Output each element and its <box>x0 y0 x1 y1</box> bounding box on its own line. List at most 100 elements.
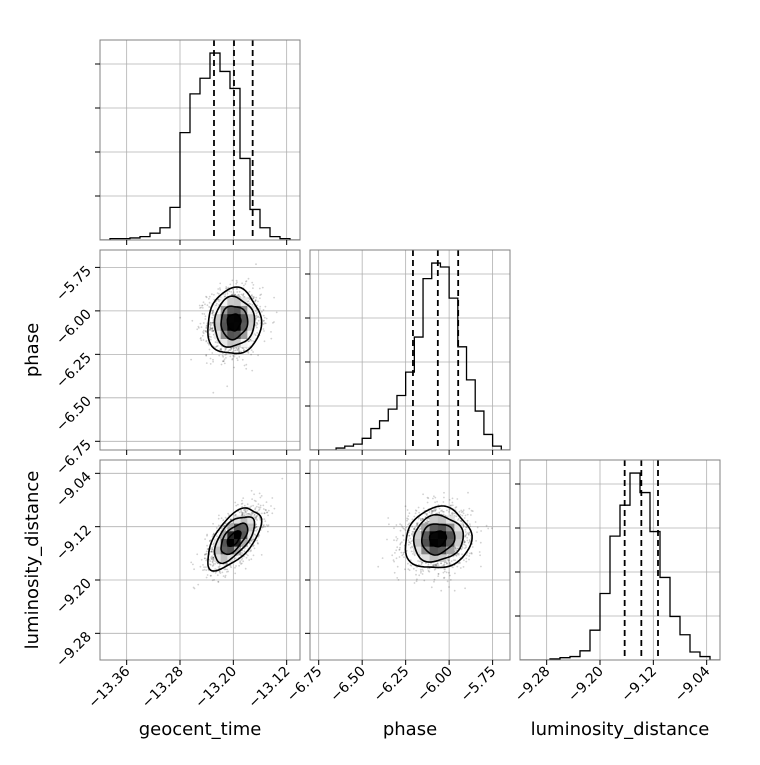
scatter-point <box>201 304 204 307</box>
contours <box>404 505 473 569</box>
scatter-point <box>202 332 205 335</box>
scatter-point <box>215 527 218 529</box>
scatter-point <box>210 551 212 553</box>
scatter-point <box>249 339 252 341</box>
scatter-point <box>253 499 256 502</box>
scatter-point <box>200 558 203 561</box>
scatter-point <box>217 298 220 301</box>
scatter-point <box>209 539 212 542</box>
scatter-point <box>410 564 413 567</box>
scatter-point <box>447 554 450 557</box>
density-cell <box>227 546 235 555</box>
scatter-point <box>465 526 468 528</box>
scatter-point <box>242 560 245 563</box>
scatter-point <box>263 340 266 343</box>
scatter-point <box>220 348 223 351</box>
density-cell <box>437 515 447 524</box>
scatter-point <box>446 562 448 565</box>
scatter-point <box>221 527 224 530</box>
scatter-point <box>416 525 419 527</box>
density-cell <box>214 330 221 339</box>
scatter-point <box>205 329 208 332</box>
scatter-point <box>455 506 458 508</box>
scatter-point <box>420 561 423 564</box>
scatter-point <box>254 507 257 510</box>
scatter-point <box>253 296 256 299</box>
scatter-point <box>201 334 204 337</box>
scatter-point <box>257 315 260 318</box>
scatter-point <box>463 541 465 544</box>
scatter-point <box>205 340 208 343</box>
scatter-point <box>461 546 464 549</box>
scatter-point <box>256 519 258 521</box>
scatter-point <box>244 511 247 514</box>
density-cell <box>421 531 430 539</box>
scatter-point <box>470 552 473 555</box>
scatter-point <box>231 358 234 361</box>
scatter-point <box>441 510 444 513</box>
density-cell <box>227 297 235 306</box>
scatter-point <box>487 527 490 530</box>
scatter-point <box>255 324 257 327</box>
scatter-point <box>398 549 401 551</box>
scatter-point <box>231 293 234 296</box>
scatter-point <box>257 316 259 318</box>
scatter-point <box>205 327 208 330</box>
x-tick-label: −13.20 <box>192 664 240 712</box>
scatter-point <box>272 322 274 324</box>
scatter-point <box>399 529 402 532</box>
scatter-point <box>196 328 199 331</box>
scatter-point <box>433 578 436 581</box>
scatter-point <box>431 510 434 512</box>
contour-line-1 <box>226 313 242 332</box>
scatter-point <box>452 559 455 561</box>
scatter-point <box>416 523 419 526</box>
scatter-point <box>393 560 395 563</box>
scatter-point <box>402 551 405 554</box>
y-tick-label: −9.04 <box>53 469 95 511</box>
scatter-point <box>245 513 248 515</box>
scatter-point <box>210 327 212 330</box>
scatter-point <box>249 542 252 545</box>
density-cell <box>247 531 255 539</box>
scatter-point <box>430 509 433 512</box>
scatter-point <box>437 573 440 575</box>
scatter-point <box>414 512 417 515</box>
scatter-point <box>211 560 214 563</box>
scatter-point <box>244 567 247 570</box>
scatter-point <box>256 326 258 329</box>
scatter-point <box>250 489 253 492</box>
scatter-point <box>408 522 411 525</box>
scatter-point <box>271 497 274 499</box>
scatter-point <box>218 571 221 573</box>
scatter-point <box>217 581 220 583</box>
scatter-point <box>392 559 395 561</box>
scatter-point <box>454 506 457 509</box>
scatter-point <box>254 299 257 302</box>
scatter-point <box>465 554 468 556</box>
density-cell <box>227 305 235 315</box>
scatter-point <box>254 516 257 519</box>
scatter-point <box>235 504 238 507</box>
scatter-point <box>470 552 473 554</box>
density-cell <box>437 538 447 547</box>
scatter-point <box>228 514 230 516</box>
scatter-point <box>398 556 401 558</box>
scatter-point <box>416 523 419 526</box>
scatter-point <box>224 528 227 531</box>
scatter-point <box>261 286 264 289</box>
scatter-point <box>203 313 206 315</box>
scatter-point <box>247 340 250 343</box>
scatter-point <box>417 517 420 520</box>
scatter-point <box>414 509 417 512</box>
density-cell <box>454 538 463 547</box>
contour-line-2 <box>220 522 249 556</box>
scatter-point <box>253 493 256 496</box>
scatter-point <box>391 554 394 557</box>
density-content <box>179 263 278 394</box>
scatter-point <box>420 572 422 574</box>
scatter-point <box>200 339 203 342</box>
scatter-point <box>469 540 471 542</box>
scatter-point <box>425 562 427 565</box>
scatter-point <box>220 517 223 520</box>
